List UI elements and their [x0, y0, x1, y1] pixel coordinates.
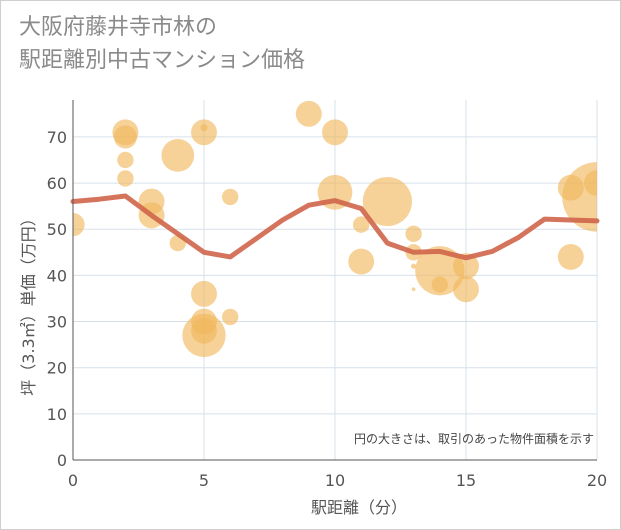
- y-tick-label: 40: [47, 266, 67, 285]
- data-bubble: [415, 246, 465, 296]
- data-bubble: [453, 276, 479, 303]
- data-bubble: [362, 176, 412, 227]
- y-tick-label: 50: [47, 220, 67, 239]
- data-bubble: [431, 276, 448, 293]
- data-bubble: [557, 243, 584, 270]
- data-bubble: [322, 119, 348, 146]
- data-bubble: [405, 225, 422, 243]
- data-bubble: [73, 213, 85, 237]
- data-bubble: [161, 138, 195, 172]
- data-bubble: [222, 188, 239, 206]
- data-bubble: [117, 170, 134, 187]
- x-tick-label: 0: [68, 471, 78, 490]
- data-bubble: [182, 313, 226, 358]
- series-layer: [70, 193, 600, 261]
- grid-lines: [73, 100, 598, 460]
- x-tick-label: 5: [199, 471, 209, 490]
- chart-title-line-1: 大阪府藤井寺市林の: [19, 15, 218, 40]
- data-bubble: [411, 263, 417, 269]
- bubble-layer: [73, 100, 597, 358]
- average-price-line: [70, 193, 600, 261]
- y-axis-label: 坪（3.3㎡）単価（万円）: [19, 210, 38, 395]
- y-tick-label: 60: [47, 174, 67, 193]
- chart-title: 大阪府藤井寺市林の 駅距離別中古マンション価格: [19, 11, 305, 77]
- data-bubble: [222, 308, 239, 326]
- y-tick-label: 0: [57, 451, 67, 470]
- x-axis-label: 駅距離（分）: [311, 498, 407, 517]
- data-bubble: [295, 100, 322, 127]
- y-tick-label: 20: [47, 359, 67, 378]
- data-bubble: [411, 287, 416, 292]
- data-bubble: [453, 253, 479, 280]
- data-bubble: [348, 248, 375, 275]
- x-tick-label: 20: [587, 471, 607, 490]
- axes: 0 10 20 30 40 50 60 70 0 5 10 15 20: [47, 100, 607, 490]
- data-bubble: [191, 280, 217, 307]
- y-tick-label: 30: [47, 313, 67, 332]
- data-bubble: [191, 119, 217, 146]
- y-tick-label: 70: [47, 128, 67, 147]
- data-bubble: [113, 125, 137, 149]
- x-tick-label: 10: [325, 471, 345, 490]
- data-bubble: [353, 216, 370, 233]
- bubble-size-note: 円の大きさは、取引のあった物件面積を示す: [354, 431, 594, 446]
- data-bubble: [117, 151, 134, 169]
- chart-title-line-2: 駅距離別中古マンション価格: [19, 48, 306, 73]
- data-bubble: [562, 162, 597, 232]
- y-tick-label: 10: [47, 405, 67, 424]
- x-tick-label: 15: [456, 471, 476, 490]
